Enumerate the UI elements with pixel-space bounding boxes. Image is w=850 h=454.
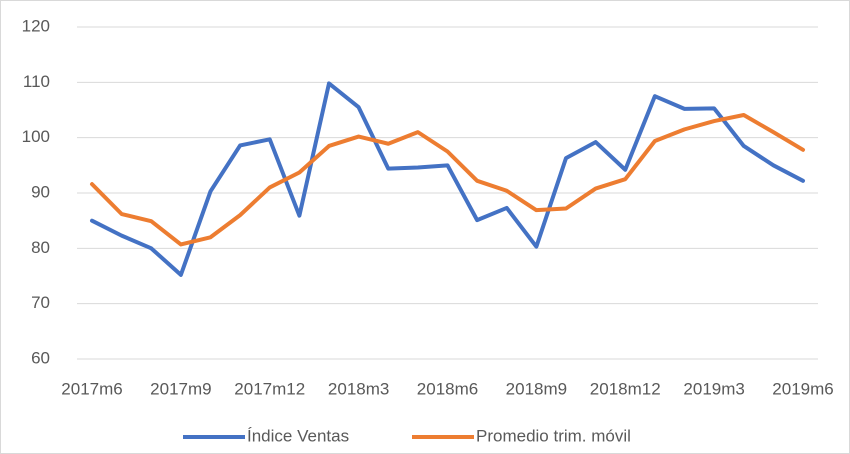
- x-tick-label: 2018m3: [328, 379, 389, 398]
- y-tick-label: 60: [31, 348, 50, 367]
- y-tick-label: 90: [31, 182, 50, 201]
- x-tick-label: 2018m12: [590, 379, 661, 398]
- y-tick-label: 70: [31, 293, 50, 312]
- y-tick-label: 100: [22, 127, 50, 146]
- series-line: [90, 112, 805, 247]
- legend-label: Promedio trim. móvil: [476, 426, 631, 445]
- y-tick-label: 120: [22, 16, 50, 35]
- y-tick-label: 80: [31, 238, 50, 257]
- x-tick-label: 2017m6: [61, 379, 122, 398]
- legend-label: Índice Ventas: [247, 426, 349, 445]
- x-tick-label: 2018m6: [417, 379, 478, 398]
- x-tick-label: 2017m12: [234, 379, 305, 398]
- x-tick-label: 2019m3: [683, 379, 744, 398]
- x-tick-label: 2018m9: [506, 379, 567, 398]
- x-tick-label: 2019m6: [772, 379, 833, 398]
- y-tick-label: 110: [23, 72, 50, 91]
- series-line: [90, 81, 805, 277]
- x-tick-label: 2017m9: [150, 379, 211, 398]
